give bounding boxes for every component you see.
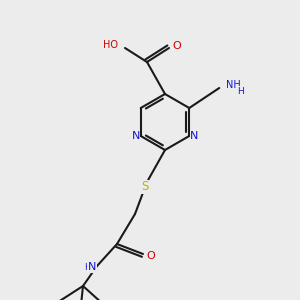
Text: H: H — [237, 86, 244, 95]
Text: O: O — [147, 251, 155, 261]
Text: S: S — [141, 181, 149, 194]
Text: N: N — [190, 131, 198, 141]
Text: NH: NH — [226, 80, 241, 90]
Text: N: N — [88, 262, 96, 272]
Text: H: H — [84, 263, 91, 272]
Text: HO: HO — [103, 40, 118, 50]
Text: O: O — [172, 41, 182, 51]
Text: N: N — [132, 131, 140, 141]
